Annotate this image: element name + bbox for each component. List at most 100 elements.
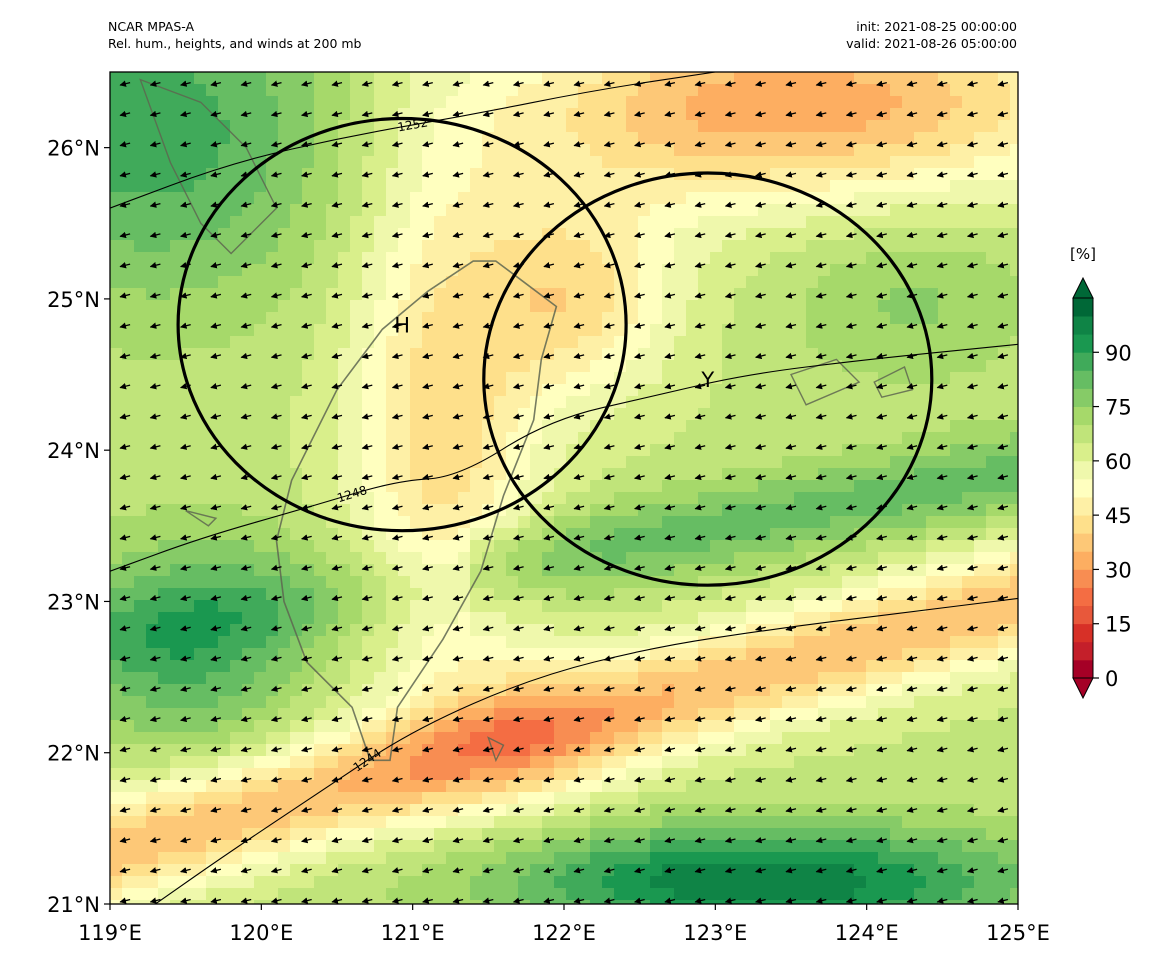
field-cell — [758, 492, 771, 505]
field-cell — [974, 696, 987, 709]
field-cell — [890, 108, 903, 121]
field-cell — [662, 252, 675, 265]
field-cell — [806, 840, 819, 853]
field-cell — [530, 348, 543, 361]
field-cell — [890, 540, 903, 553]
field-cell — [230, 228, 243, 241]
field-cell — [242, 396, 255, 409]
field-cell — [338, 384, 351, 397]
field-cell — [806, 288, 819, 301]
field-cell — [926, 792, 939, 805]
field-cell — [290, 852, 303, 865]
field-cell — [386, 816, 399, 829]
field-cell — [962, 312, 975, 325]
field-cell — [338, 744, 351, 757]
field-cell — [506, 828, 519, 841]
field-cell — [422, 180, 435, 193]
field-cell — [626, 144, 639, 157]
field-cell — [722, 348, 735, 361]
field-cell — [962, 636, 975, 649]
field-cell — [446, 408, 459, 421]
field-cell — [494, 396, 507, 409]
field-cell — [386, 360, 399, 373]
field-cell — [374, 252, 387, 265]
field-cell — [410, 684, 423, 697]
field-cell — [350, 468, 363, 481]
field-cell — [434, 504, 447, 517]
field-cell — [146, 516, 159, 529]
field-cell — [350, 132, 363, 145]
field-cell — [962, 732, 975, 745]
field-cell — [398, 252, 411, 265]
field-cell — [194, 600, 207, 613]
field-cell — [434, 852, 447, 865]
field-cell — [374, 552, 387, 565]
field-cell — [854, 324, 867, 337]
field-cell — [638, 552, 651, 565]
field-cell — [1010, 324, 1018, 337]
field-cell — [746, 696, 759, 709]
field-cell — [218, 468, 231, 481]
field-cell — [158, 600, 171, 613]
field-cell — [1010, 312, 1018, 325]
field-cell — [134, 360, 147, 373]
field-cell — [350, 456, 363, 469]
field-cell — [554, 264, 567, 277]
field-cell — [242, 252, 255, 265]
field-cell — [530, 180, 543, 193]
field-cell — [734, 744, 747, 757]
field-cell — [830, 420, 843, 433]
field-cell — [710, 588, 723, 601]
field-cell — [674, 564, 687, 577]
field-cell — [398, 444, 411, 457]
field-cell — [566, 732, 579, 745]
field-cell — [710, 528, 723, 541]
field-cell — [542, 84, 555, 97]
field-cell — [134, 408, 147, 421]
field-cell — [398, 300, 411, 313]
field-cell — [638, 240, 651, 253]
field-cell — [530, 540, 543, 553]
field-cell — [230, 360, 243, 373]
field-cell — [794, 456, 807, 469]
field-cell — [314, 792, 327, 805]
field-cell — [938, 516, 951, 529]
field-cell — [422, 84, 435, 97]
field-cell — [830, 684, 843, 697]
field-cell — [278, 480, 291, 493]
field-cell — [638, 600, 651, 613]
field-cell — [518, 228, 531, 241]
field-cell — [830, 528, 843, 541]
field-cell — [590, 744, 603, 757]
field-cell — [686, 84, 699, 97]
field-cell — [602, 504, 615, 517]
field-cell — [578, 732, 591, 745]
field-cell — [518, 804, 531, 817]
field-cell — [254, 420, 267, 433]
field-cell — [206, 432, 219, 445]
field-cell — [422, 756, 435, 769]
field-cell — [902, 72, 915, 85]
field-cell — [530, 204, 543, 217]
field-cell — [290, 300, 303, 313]
field-cell — [506, 288, 519, 301]
field-cell — [866, 264, 879, 277]
field-cell — [734, 408, 747, 421]
field-cell — [278, 168, 291, 181]
field-cell — [614, 708, 627, 721]
field-cell — [854, 744, 867, 757]
field-cell — [458, 672, 471, 685]
field-cell — [386, 288, 399, 301]
field-cell — [638, 300, 651, 313]
field-cell — [494, 768, 507, 781]
field-cell — [902, 768, 915, 781]
field-cell — [794, 408, 807, 421]
field-cell — [458, 852, 471, 865]
field-cell — [830, 816, 843, 829]
field-cell — [710, 744, 723, 757]
field-cell — [926, 180, 939, 193]
field-cell — [722, 144, 735, 157]
field-cell — [674, 432, 687, 445]
field-cell — [230, 696, 243, 709]
field-cell — [974, 588, 987, 601]
